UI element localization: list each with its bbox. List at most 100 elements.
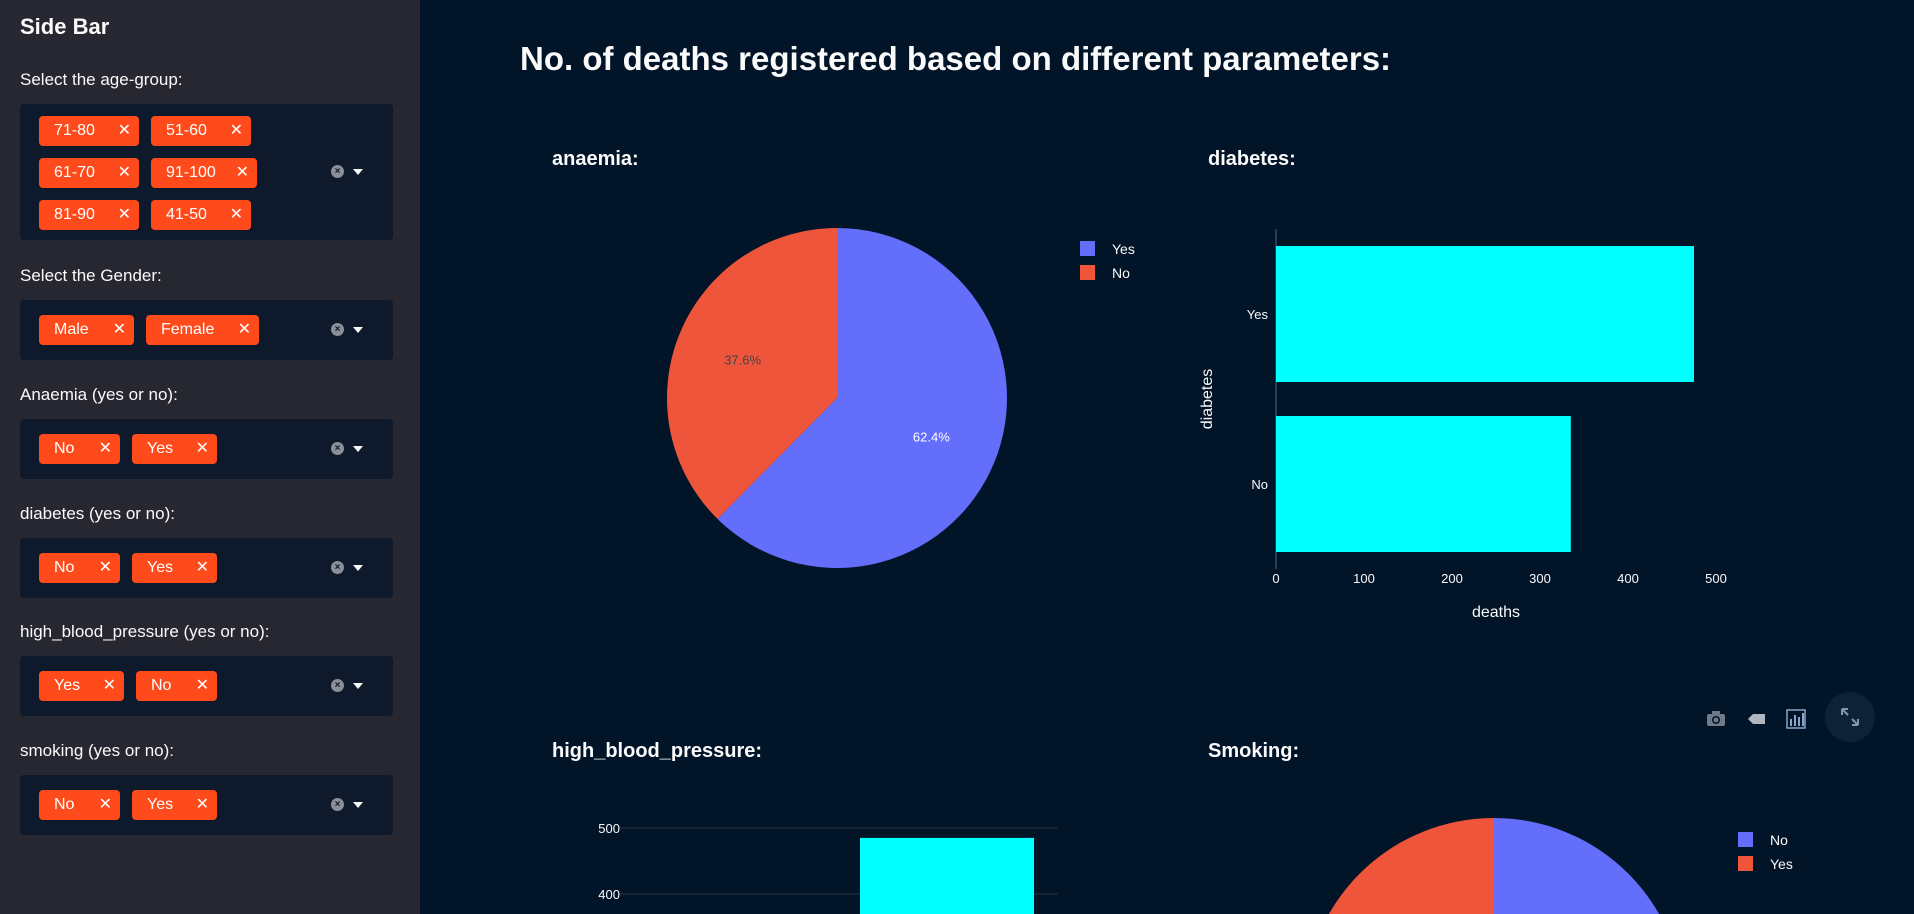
remove-icon[interactable]: ✕ [98,796,112,813]
anaemia-pie-chart[interactable]: 62.4% 37.6% Yes No [640,210,1180,590]
y-tick-label: Yes [1247,307,1269,322]
legend-label: Yes [1112,241,1135,257]
legend-label: No [1112,265,1130,281]
remove-icon[interactable]: ✕ [237,321,251,338]
hbp-bar-chart[interactable]: 500 400 [580,810,1080,914]
multiselect-controls: × [331,439,371,459]
remove-icon[interactable]: ✕ [112,321,126,338]
remove-icon[interactable]: ✕ [229,122,243,139]
chip-smoking-yes[interactable]: Yes ✕ [132,790,217,820]
x-axis-title: deaths [1472,604,1520,621]
chip-gender-male[interactable]: Male ✕ [39,315,134,345]
remove-icon[interactable]: ✕ [117,122,131,139]
diabetes-bar-chart[interactable]: Yes No 0 100 200 300 400 500 deaths diabetes [1190,215,1750,630]
remove-icon[interactable]: ✕ [195,559,209,576]
remove-icon[interactable]: ✕ [195,677,209,694]
x-tick-label: 400 [1617,571,1639,586]
chip-label: 51-60 [166,122,207,139]
pie-slice-yes [717,228,1008,568]
remove-icon[interactable]: ✕ [102,677,116,694]
chip-label: 71-80 [54,122,95,139]
chip-age-71-80[interactable]: 71-80 ✕ [39,116,139,146]
legend-swatch [1738,832,1753,847]
clear-all-icon[interactable]: × [331,798,344,811]
smoking-chart-title: Smoking: [1208,740,1300,762]
chevron-down-icon[interactable] [353,802,363,808]
multiselect-controls: × [331,320,371,340]
high-blood-pressure-multiselect[interactable]: Yes ✕ No ✕ × [20,656,393,716]
chip-diabetes-yes[interactable]: Yes ✕ [132,553,217,583]
x-tick-label: 200 [1441,571,1463,586]
y-tick-label: 500 [598,821,620,836]
smoking-label: smoking (yes or no): [20,741,174,760]
multiselect-controls: × [331,558,371,578]
tag-icon[interactable] [1745,708,1767,730]
main-content: No. of deaths registered based on differ… [420,0,1914,914]
high-blood-pressure-label: high_blood_pressure (yes or no): [20,622,270,641]
clear-all-icon[interactable]: × [331,679,344,692]
bar-hbp [860,837,1034,914]
gender-multiselect[interactable]: Male ✕ Female ✕ × [20,300,393,360]
bar-chart-icon[interactable] [1785,708,1807,730]
remove-icon[interactable]: ✕ [117,206,131,223]
remove-icon[interactable]: ✕ [98,440,112,457]
chip-age-51-60[interactable]: 51-60 ✕ [151,116,251,146]
y-tick-label: 400 [598,887,620,902]
remove-icon[interactable]: ✕ [195,796,209,813]
clear-all-icon[interactable]: × [331,561,344,574]
chip-anaemia-no[interactable]: No ✕ [39,434,120,464]
anaemia-multiselect[interactable]: No ✕ Yes ✕ × [20,419,393,479]
clear-all-icon[interactable]: × [331,323,344,336]
chip-label: No [151,677,172,694]
chip-age-81-90[interactable]: 81-90 ✕ [39,200,139,230]
chip-diabetes-no[interactable]: No ✕ [39,553,120,583]
hbp-chart-title: high_blood_pressure: [552,740,763,762]
anaemia-chart-title: anaemia: [552,148,639,170]
diabetes-multiselect[interactable]: No ✕ Yes ✕ × [20,538,393,598]
diabetes-label: diabetes (yes or no): [20,504,175,523]
chevron-down-icon[interactable] [353,327,363,333]
clear-all-icon[interactable]: × [331,442,344,455]
remove-icon[interactable]: ✕ [229,206,243,223]
chip-label: No [54,796,75,813]
smoking-multiselect[interactable]: No ✕ Yes ✕ × [20,775,393,835]
chevron-down-icon[interactable] [353,446,363,452]
bar-no [1276,416,1571,552]
remove-icon[interactable]: ✕ [98,559,112,576]
chevron-down-icon[interactable] [353,565,363,571]
diabetes-chart-title: diabetes: [1208,148,1296,170]
chip-hbp-no[interactable]: No ✕ [136,671,217,701]
x-tick-label: 500 [1705,571,1727,586]
remove-icon[interactable]: ✕ [117,164,131,181]
chip-label: Yes [54,677,81,694]
x-tick-label: 0 [1272,571,1279,586]
chevron-down-icon[interactable] [353,683,363,689]
bar-yes [1276,246,1694,382]
chip-age-91-100[interactable]: 91-100 ✕ [151,158,257,188]
age-group-label: Select the age-group: [20,70,183,89]
clear-all-icon[interactable]: × [331,165,344,178]
remove-icon[interactable]: ✕ [235,164,249,181]
chart-toolbar [1705,695,1865,745]
smoking-pie-chart[interactable]: No Yes [1300,810,1900,914]
gender-label: Select the Gender: [20,266,162,285]
chevron-down-icon[interactable] [353,169,363,175]
fullscreen-button[interactable] [1825,692,1875,742]
chip-hbp-yes[interactable]: Yes ✕ [39,671,124,701]
chip-gender-female[interactable]: Female ✕ [146,315,259,345]
chip-label: 41-50 [166,206,207,223]
chip-age-41-50[interactable]: 41-50 ✕ [151,200,251,230]
chip-label: 91-100 [166,164,216,181]
page-title: No. of deaths registered based on differ… [520,40,1392,77]
x-tick-label: 300 [1529,571,1551,586]
multiselect-controls: × [331,162,371,182]
age-group-multiselect[interactable]: 71-80 ✕ 51-60 ✕ 61-70 ✕ 91-100 ✕ 81-90 ✕ 41-5… [20,104,393,240]
legend-swatch [1738,856,1753,871]
camera-icon[interactable] [1705,708,1727,730]
multiselect-controls: × [331,676,371,696]
chip-age-61-70[interactable]: 61-70 ✕ [39,158,139,188]
chip-anaemia-yes[interactable]: Yes ✕ [132,434,217,464]
legend-label: Yes [1770,856,1793,872]
chip-smoking-no[interactable]: No ✕ [39,790,120,820]
remove-icon[interactable]: ✕ [195,440,209,457]
